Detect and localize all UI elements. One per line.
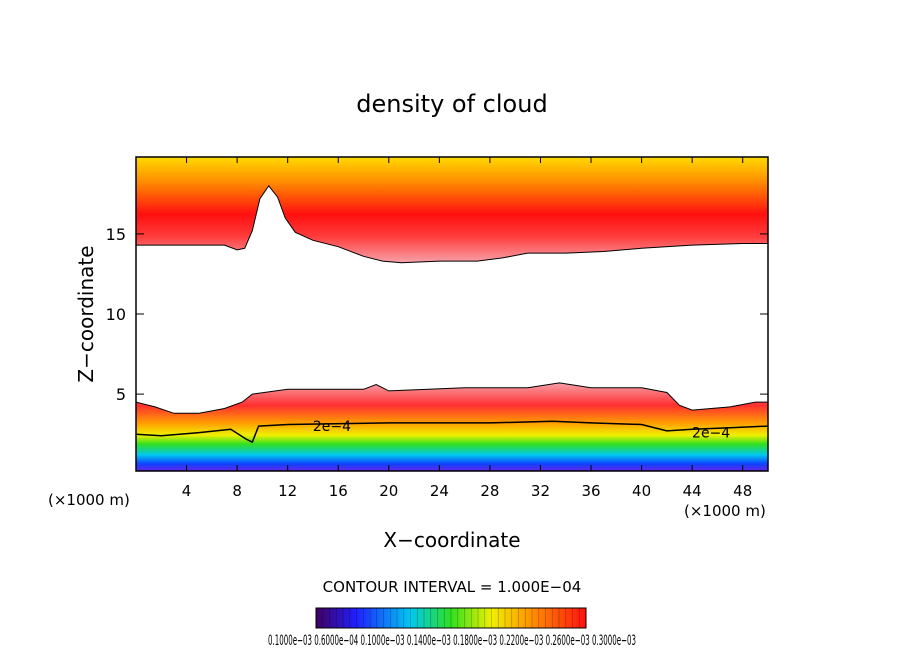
x-unit-right: (×1000 m) [684,502,766,520]
colorbar-stripes [322,608,580,628]
x-tick-label: 40 [632,482,651,500]
x-tick-label: 32 [531,482,550,500]
plot-area [136,157,768,471]
x-unit-left: (×1000 m) [48,491,130,509]
colorbar [315,607,587,629]
x-tick-label: 8 [232,482,242,500]
chart-title: density of cloud [356,90,547,118]
contour-line-2e-4 [136,420,768,444]
x-axis-label: X−coordinate [383,528,520,552]
colorbar-label: 0.1000e−03 0.6000e−04 0.1000e−03 0.1400e… [268,633,636,649]
contour-interval-text: CONTOUR INTERVAL = 1.000E−04 [323,578,582,596]
lower-cloud-layer [136,382,768,471]
x-tick-label: 44 [683,482,702,500]
upper-cloud-layer [136,157,768,264]
contour-label: 2e−4 [692,426,730,442]
y-tick-label: 10 [106,305,126,324]
x-tick-label: 48 [733,482,752,500]
x-tick-label: 16 [329,482,348,500]
x-tick-label: 4 [182,482,192,500]
x-tick-label: 28 [480,482,499,500]
x-tick-label: 36 [581,482,600,500]
y-tick-label: 5 [116,385,126,404]
contour-labels: 2e−4 2e−4 [313,419,730,441]
x-axis-ticks: 4 8 12 16 20 24 28 32 36 40 44 48 [182,157,752,500]
y-tick-label: 15 [106,225,126,244]
x-tick-label: 12 [278,482,297,500]
x-tick-label: 20 [379,482,398,500]
y-axis-ticks: 5 10 15 [106,225,768,404]
contour-label: 2e−4 [313,419,351,435]
y-axis-label: Z−coordinate [74,245,98,382]
x-tick-label: 24 [430,482,449,500]
